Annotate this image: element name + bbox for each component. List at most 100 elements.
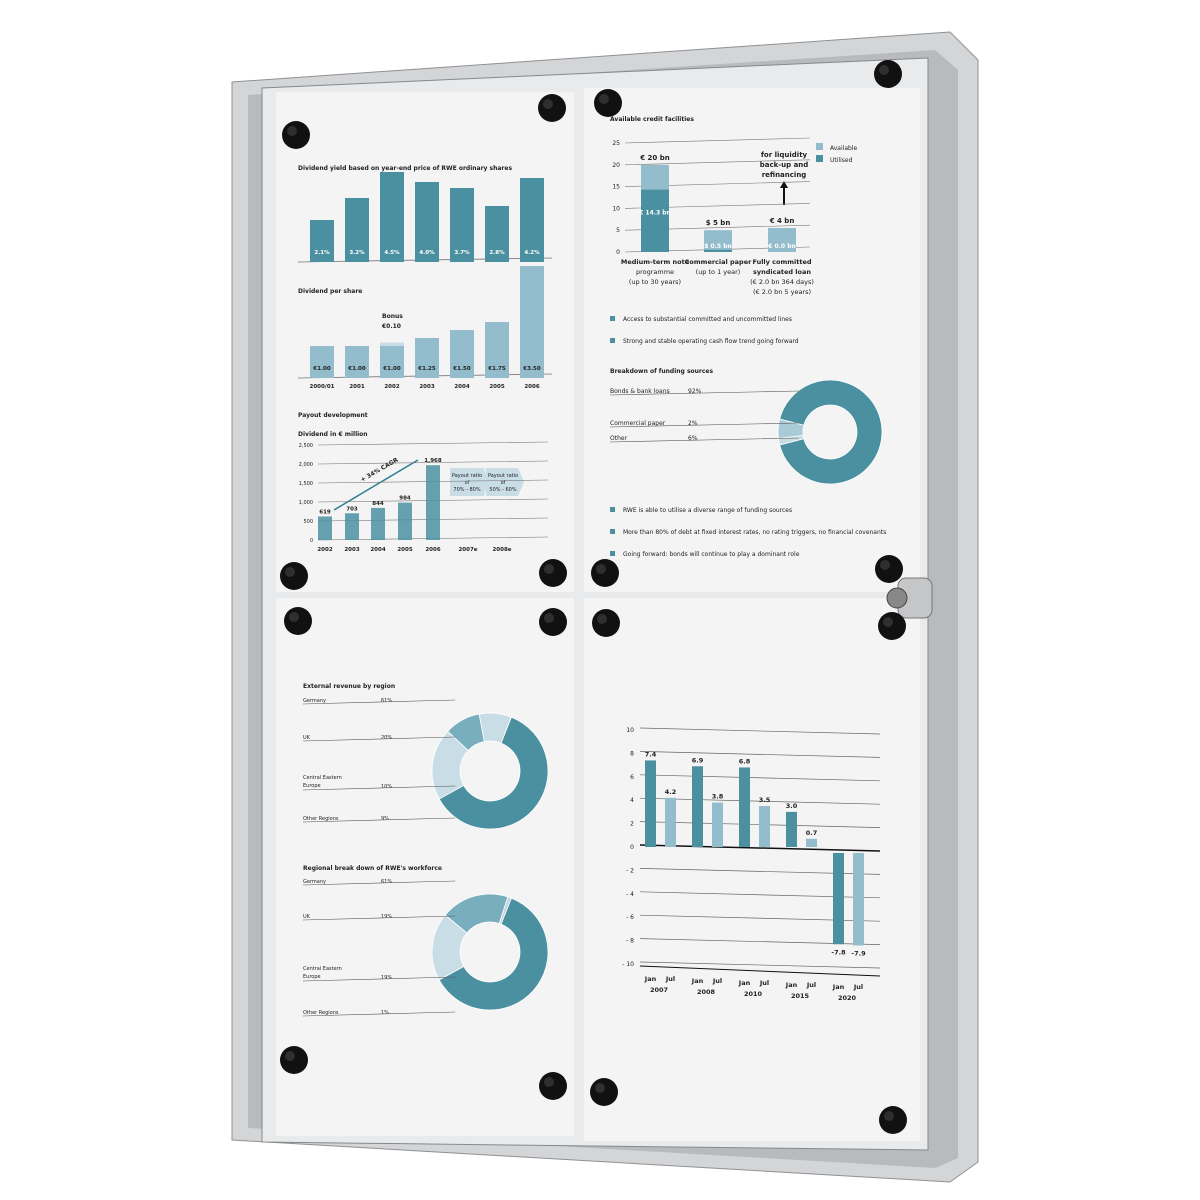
y-tick-label: 1,000 xyxy=(299,500,313,506)
gridline xyxy=(639,774,881,782)
x-tick-label: 2004 xyxy=(370,547,385,553)
leader-line xyxy=(609,422,799,428)
y-tick-label: 8 xyxy=(630,750,634,757)
bar-label: 619 xyxy=(319,509,331,515)
bar-label: 1,968 xyxy=(424,458,442,464)
donut-value: 61% xyxy=(381,879,392,885)
bullet-text: Strong and stable operating cash flow tr… xyxy=(623,338,799,345)
legend-swatch-available xyxy=(816,143,823,150)
y-tick-label: 0 xyxy=(630,844,634,851)
bar xyxy=(645,760,656,847)
magnet-highlight xyxy=(287,126,297,136)
magnet-highlight xyxy=(544,613,554,623)
legend-swatch-utilised xyxy=(816,155,823,162)
bar-label: 7.4 xyxy=(645,750,657,758)
x-tick-label: 2002 xyxy=(384,384,399,390)
svg-text:70% - 80%: 70% - 80% xyxy=(453,487,480,493)
legend-label: Available xyxy=(830,145,857,152)
bar-total-label: € 4 bn xyxy=(769,217,795,225)
lock[interactable] xyxy=(886,577,933,619)
bar-label: 6.8 xyxy=(739,757,751,765)
bar xyxy=(485,322,509,378)
bar-label: 984 xyxy=(399,496,411,502)
bar-label: €1.00 xyxy=(347,366,366,372)
y-tick-label: 2,000 xyxy=(299,462,313,468)
y-tick-label: - 6 xyxy=(626,914,634,921)
bar-utilised-label: € 0.0 bn xyxy=(767,243,796,250)
lock-icon[interactable] xyxy=(886,587,908,609)
bar xyxy=(310,220,334,262)
svg-text:Payout ratio: Payout ratio xyxy=(452,473,482,479)
magnet-highlight xyxy=(883,617,893,627)
y-tick-label: 4 xyxy=(630,797,634,804)
x-tick-label: 2007e xyxy=(458,547,477,553)
chart-title: Dividend yield based on year-end price o… xyxy=(298,165,512,172)
gridline xyxy=(624,159,811,166)
donut-value: 19% xyxy=(381,975,392,981)
bar xyxy=(415,338,439,378)
magnet-highlight xyxy=(289,612,299,622)
donut-value: 92% xyxy=(688,388,702,395)
x-tick-label: Medium-term note xyxy=(621,258,690,266)
bar xyxy=(692,766,703,847)
magnet-highlight xyxy=(880,560,890,570)
x-tick-label: Fully committed xyxy=(752,258,811,266)
donut-slice xyxy=(478,712,512,744)
x-tick-label: 2005 xyxy=(397,547,412,553)
x-tick-label: 2004 xyxy=(454,384,469,390)
bar xyxy=(345,346,369,378)
x-tick-label: Jul xyxy=(665,975,675,983)
gridline xyxy=(639,727,881,735)
chart-title: External revenue by region xyxy=(303,683,395,690)
bar-label: €1.75 xyxy=(487,366,506,372)
bar-utilised xyxy=(641,189,669,252)
magnet-icon xyxy=(539,1072,567,1100)
magnet-icon xyxy=(538,94,566,122)
bar-total-label: $ 5 bn xyxy=(706,219,731,227)
leader-line xyxy=(302,1011,456,1017)
x-tick-label: Jul xyxy=(806,981,816,989)
x-tick-label: Jul xyxy=(759,979,769,987)
y-tick-label: - 2 xyxy=(626,867,634,874)
axis-line xyxy=(639,965,881,977)
magnet-icon xyxy=(592,609,620,637)
y-tick-label: 0 xyxy=(616,249,620,256)
magnet-highlight xyxy=(884,1111,894,1121)
bullet-text: Going forward: bonds will continue to pl… xyxy=(623,551,800,558)
payout-ratio-2: Payout ratio of 50% - 60% xyxy=(486,468,524,496)
bar-label: 4.0% xyxy=(419,250,435,256)
x-tick-label: 2003 xyxy=(344,547,359,553)
magnet-icon xyxy=(282,121,310,149)
y-tick-label: 10 xyxy=(626,727,634,734)
y-tick-label: - 8 xyxy=(626,938,634,945)
payout-ratio-1: Payout ratio of 70% - 80% xyxy=(450,468,488,496)
y-tick-label: 25 xyxy=(612,140,620,147)
bar xyxy=(786,811,797,847)
magnet-highlight xyxy=(544,1077,554,1087)
donut-label: UK xyxy=(303,735,311,741)
magnet-icon xyxy=(879,1106,907,1134)
donut-label: Europe xyxy=(303,783,321,789)
y-tick-label: - 10 xyxy=(622,961,634,968)
bar-label: 2.1% xyxy=(314,250,330,256)
donut-label: Bonds & bank loans xyxy=(610,388,670,395)
donut-value: 20% xyxy=(381,735,392,741)
bar-utilised xyxy=(704,249,732,252)
bullet-icon xyxy=(610,338,615,343)
magnet-icon xyxy=(878,612,906,640)
gridline xyxy=(317,441,549,446)
x-tick-label: 2008e xyxy=(492,547,511,553)
magnet-highlight xyxy=(285,567,295,577)
bar-label: 0.7 xyxy=(806,829,818,837)
x-group-label: 2010 xyxy=(744,990,763,998)
x-tick-label: Commercial paper xyxy=(685,258,752,266)
bar-label: 3.5 xyxy=(759,796,771,804)
note-line: refinancing xyxy=(762,171,807,179)
leader-line xyxy=(302,976,456,982)
magnet-icon xyxy=(875,555,903,583)
gridline xyxy=(639,961,881,969)
leader-line xyxy=(302,880,456,886)
magnet-highlight xyxy=(596,564,606,574)
bar xyxy=(426,465,440,540)
bar-label: -7.9 xyxy=(851,949,866,957)
